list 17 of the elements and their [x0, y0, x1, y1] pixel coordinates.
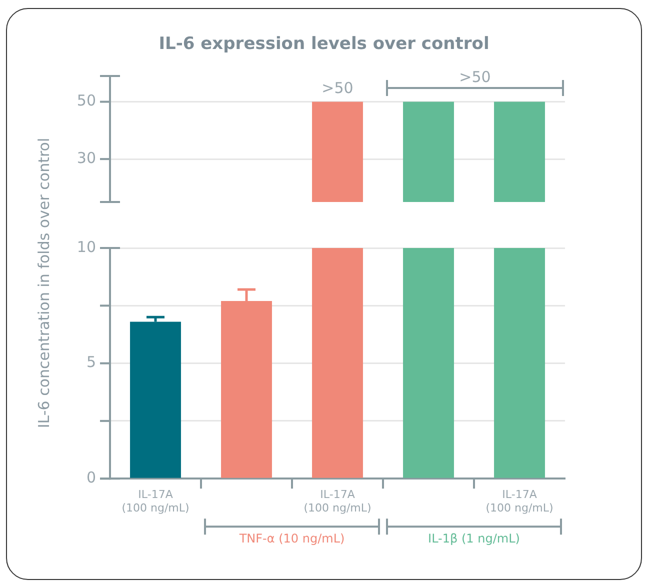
y-tick-label: 10	[76, 238, 96, 256]
x-tick-label: IL-17A (100 ng/mL)	[304, 488, 372, 514]
bar	[403, 248, 454, 478]
text: IL-1β (1 ng/mL)	[428, 532, 520, 546]
text: TNF-α (10 ng/mL)	[238, 532, 345, 546]
x-tick-label: IL-17A (100 ng/mL)	[486, 488, 554, 514]
y-tick-label: 50	[76, 92, 96, 110]
y-tick-label: 5	[86, 353, 96, 372]
y-tick-label: 0	[86, 468, 96, 486]
chart-title: IL-6 expression levels over control	[158, 34, 490, 54]
annotation: >50	[459, 68, 491, 86]
y-tick-label: 30	[76, 148, 96, 167]
annotation: >50	[322, 78, 354, 97]
y-axis-title: IL-6 concentration in folds over control	[35, 138, 53, 428]
x-tick-label: IL-17A (100 ng/mL)	[122, 488, 190, 514]
bar	[494, 248, 545, 478]
bar	[312, 248, 363, 478]
